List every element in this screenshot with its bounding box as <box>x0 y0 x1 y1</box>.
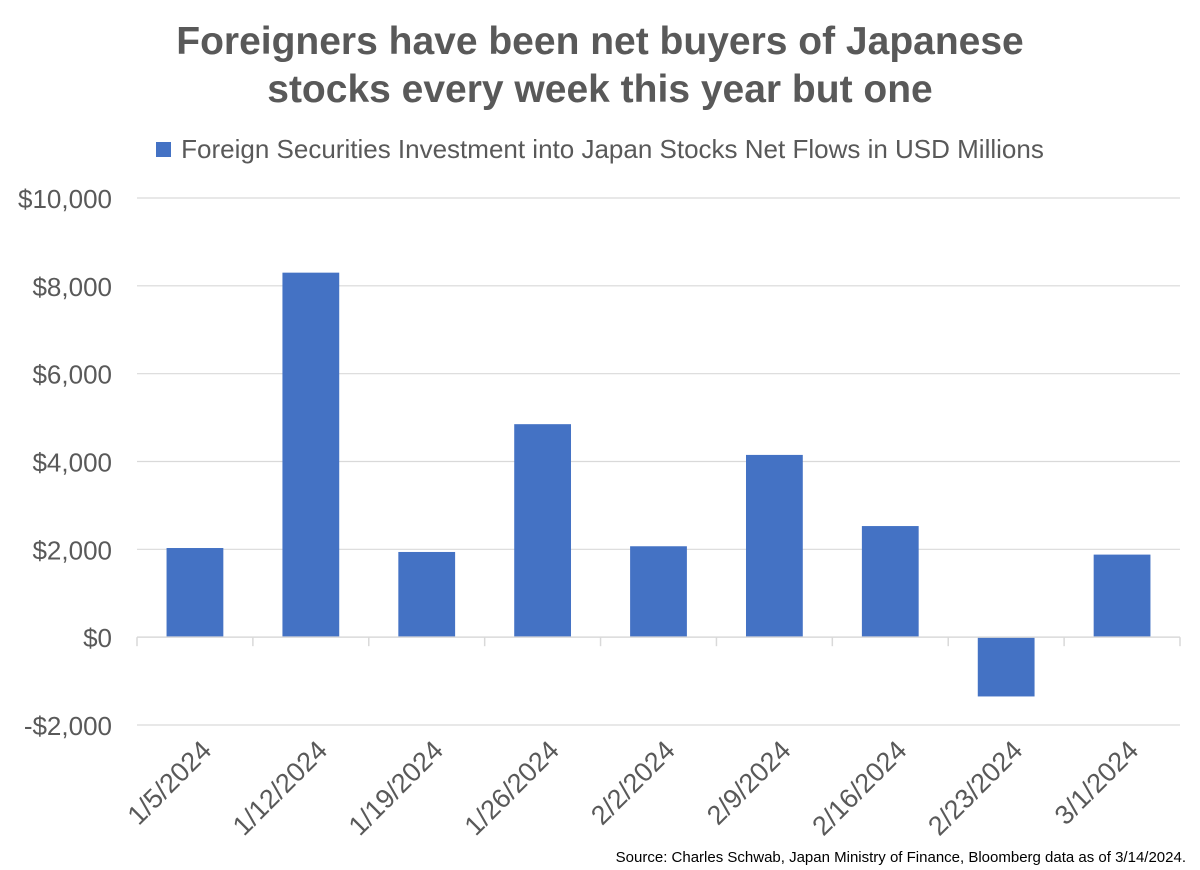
x-tick-label: 3/1/2024 <box>1049 735 1145 831</box>
bars <box>166 272 1151 697</box>
x-tick-label: 2/23/2024 <box>922 735 1028 841</box>
x-tick-label: 1/26/2024 <box>459 735 565 841</box>
x-tick-label: 1/12/2024 <box>227 735 333 841</box>
x-axis <box>136 636 1181 647</box>
y-tick-label: $4,000 <box>32 448 112 478</box>
x-tick-label: 1/19/2024 <box>343 735 449 841</box>
x-axis-ticks: 1/5/2024 1/12/2024 1/19/2024 1/26/2024 2/2/2… <box>122 735 1145 841</box>
chart-title-line2: stocks every week this year but one <box>267 68 933 111</box>
chart-legend: Foreign Securities Investment into Japan… <box>0 134 1200 165</box>
y-tick-label: -$2,000 <box>24 711 112 741</box>
bar <box>166 548 224 638</box>
y-tick-label: $0 <box>83 623 112 653</box>
bar <box>1093 554 1151 638</box>
bar <box>861 526 919 638</box>
source-note: Source: Charles Schwab, Japan Ministry o… <box>615 849 1186 866</box>
y-tick-label: $10,000 <box>18 184 112 214</box>
bar <box>630 546 687 638</box>
x-tick-label: 1/5/2024 <box>122 735 218 831</box>
x-tick-label: 2/2/2024 <box>585 735 681 831</box>
bar <box>977 637 1035 697</box>
chart-title-line1: Foreigners have been net buyers of Japan… <box>176 20 1024 63</box>
x-tick-label: 2/9/2024 <box>701 735 797 831</box>
y-axis-ticks: $10,000 $8,000 $6,000 $4,000 $2,000 $0 -$2,000 <box>18 184 112 741</box>
legend-swatch <box>156 142 172 157</box>
bar <box>398 551 456 638</box>
bar <box>282 272 340 638</box>
y-tick-label: $2,000 <box>32 535 112 565</box>
bar <box>745 454 803 638</box>
legend-label: Foreign Securities Investment into Japan… <box>181 134 1044 164</box>
chart-title: Foreigners have been net buyers of Japan… <box>0 18 1200 114</box>
x-tick-label: 2/16/2024 <box>806 735 912 841</box>
y-tick-label: $6,000 <box>32 360 112 390</box>
y-tick-label: $8,000 <box>32 272 112 302</box>
bar <box>514 424 572 638</box>
